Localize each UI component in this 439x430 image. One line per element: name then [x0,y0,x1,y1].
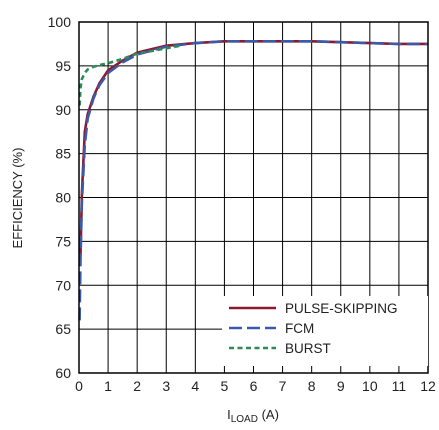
y-tick-label: 60 [55,365,71,381]
x-tick-label: 6 [250,378,258,394]
x-axis-label-main: I [227,407,231,422]
y-tick-label: 65 [55,321,71,337]
y-tick-labels: 60 65 70 75 80 85 90 95 100 [48,14,72,381]
y-axis-label: EFFICIENCY (%) [10,148,25,249]
x-tick-label: 8 [308,378,316,394]
y-tick-label: 100 [48,14,72,30]
y-tick-label: 95 [55,58,71,74]
legend-label: PULSE-SKIPPING [285,301,398,316]
series-line-fcm [78,39,428,321]
x-tick-label: 11 [392,378,407,394]
y-tick-label: 85 [55,146,71,162]
series-line-pulse-skipping [79,39,428,255]
x-tick-labels: 0 1 2 3 4 5 6 7 8 9 10 11 12 [75,378,436,394]
x-tick-label: 9 [337,378,345,394]
x-tick-label: 7 [279,378,287,394]
x-tick-label: 10 [362,378,378,394]
y-tick-label: 90 [55,102,71,118]
x-axis-label-subscript: LOAD [231,414,258,425]
legend-label: BURST [285,341,331,356]
x-tick-label: 0 [75,378,83,394]
series-lines [78,39,428,321]
x-tick-label: 2 [133,378,141,394]
x-axis-label: ILOAD (A) [227,407,279,425]
series-line-burst [78,44,182,106]
y-tick-label: 70 [55,277,71,293]
plot-frame [78,21,429,374]
legend-label: FCM [285,321,314,336]
y-tick-label: 80 [55,190,71,206]
x-tick-label: 5 [221,378,229,394]
y-tick-label: 75 [55,233,71,249]
x-tick-label: 4 [191,378,199,394]
x-tick-label: 3 [162,378,170,394]
legend: PULSE-SKIPPING FCM BURST [222,296,428,366]
x-tick-label: 12 [420,378,436,394]
x-tick-label: 1 [104,378,112,394]
x-axis-label-unit: (A) [258,407,279,422]
